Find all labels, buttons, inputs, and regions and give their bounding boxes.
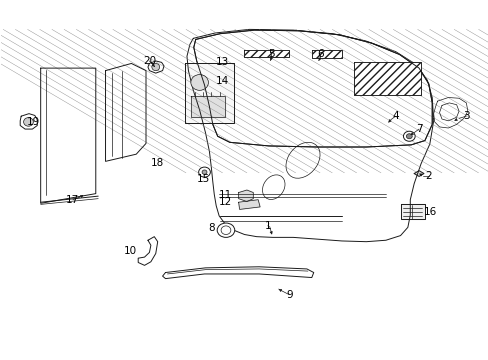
- Ellipse shape: [217, 223, 234, 237]
- Text: 11: 11: [218, 190, 231, 200]
- Text: 7: 7: [415, 124, 422, 134]
- Text: 20: 20: [142, 56, 156, 66]
- Polygon shape: [193, 30, 431, 147]
- Ellipse shape: [23, 118, 33, 126]
- Bar: [311, 50, 341, 58]
- Text: 10: 10: [123, 246, 136, 256]
- Ellipse shape: [403, 131, 414, 141]
- Ellipse shape: [152, 63, 159, 71]
- Polygon shape: [190, 96, 224, 117]
- Polygon shape: [238, 190, 253, 202]
- Text: 19: 19: [27, 117, 41, 127]
- Text: 13: 13: [216, 57, 229, 67]
- Ellipse shape: [406, 134, 411, 139]
- Polygon shape: [413, 171, 423, 176]
- Polygon shape: [238, 200, 260, 210]
- Text: 5: 5: [267, 49, 274, 59]
- Text: 3: 3: [462, 111, 468, 121]
- Text: 4: 4: [391, 111, 398, 121]
- Text: 15: 15: [196, 174, 209, 184]
- Text: 16: 16: [423, 207, 436, 217]
- Polygon shape: [400, 204, 424, 220]
- Text: 14: 14: [216, 76, 229, 86]
- Ellipse shape: [190, 75, 208, 90]
- Bar: [244, 50, 289, 57]
- Text: 18: 18: [151, 158, 164, 168]
- Bar: [353, 62, 420, 95]
- Ellipse shape: [198, 167, 210, 177]
- Polygon shape: [184, 63, 233, 123]
- Text: 1: 1: [264, 221, 271, 231]
- Text: 8: 8: [207, 224, 214, 233]
- Text: 17: 17: [66, 195, 80, 205]
- Text: 2: 2: [425, 171, 431, 181]
- Text: 6: 6: [316, 49, 323, 59]
- Ellipse shape: [202, 170, 206, 174]
- Text: 12: 12: [218, 197, 231, 207]
- Text: 9: 9: [285, 290, 292, 300]
